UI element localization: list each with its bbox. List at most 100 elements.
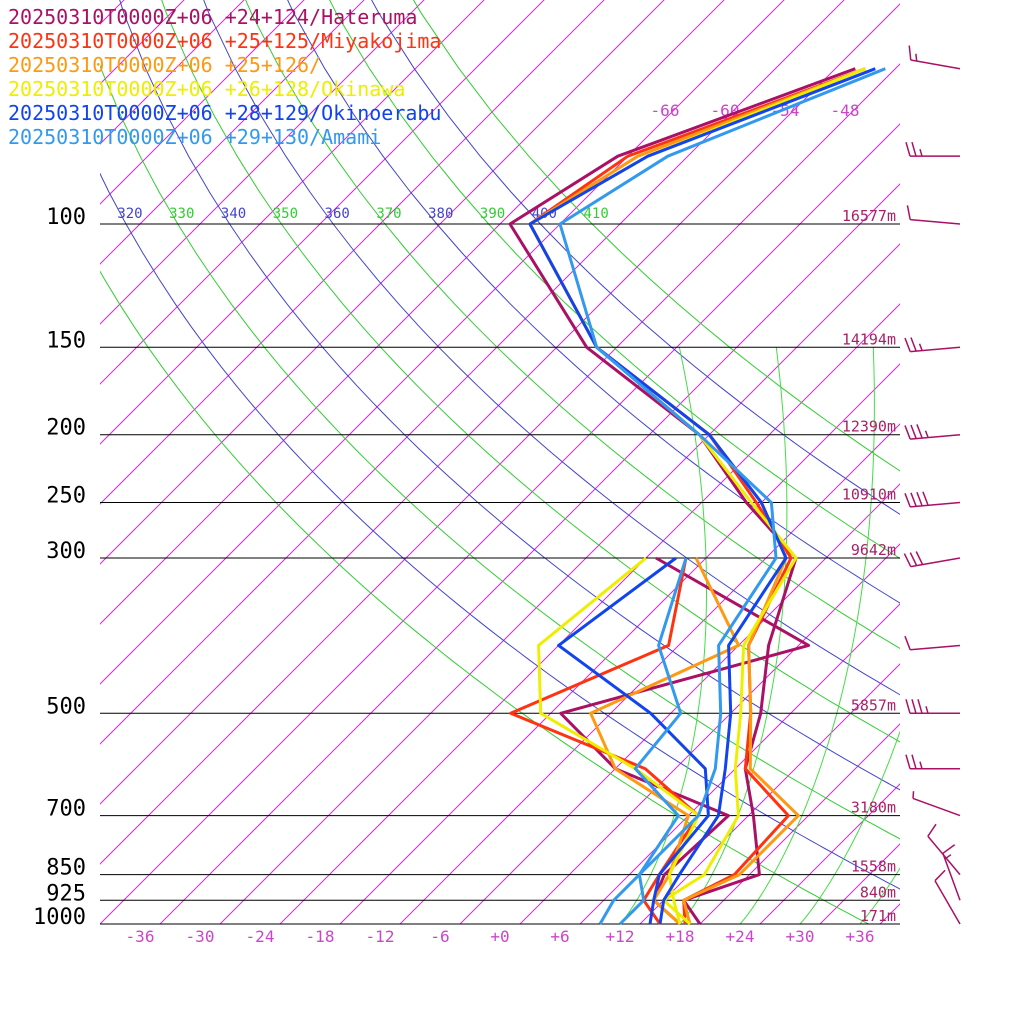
x-tick-label: +30 <box>786 927 815 946</box>
pressure-lines: 100 16577m 150 14194m 200 12390m 250 10910m 300 9… <box>33 205 900 930</box>
isotherm-line <box>879 903 900 924</box>
theta-label: 380 <box>428 206 453 222</box>
temperature-line-series-1 <box>508 67 856 925</box>
theta-label: 350 <box>273 206 298 222</box>
isotherm-line <box>100 0 725 625</box>
dry-adiabat-350 <box>161 0 900 743</box>
height-label: 12390m <box>842 418 896 436</box>
dry-adiabat-370 <box>245 0 900 650</box>
isotherm-grid <box>100 0 1024 924</box>
isotherm-line <box>1000 0 1024 924</box>
pressure-label: 850 <box>46 856 86 881</box>
wind-barb <box>904 491 961 508</box>
x-axis-ticks: -36 -30 -24 -18 -12 -6 +0 +6 +12 +18 +24 +30 +36 <box>126 927 875 946</box>
x-tick-label: +18 <box>666 927 695 946</box>
isotherm-line <box>100 0 605 505</box>
isotherm-line <box>100 0 245 145</box>
x-tick-label: -30 <box>186 927 215 946</box>
wind-barb <box>904 337 961 353</box>
isotherm-line <box>100 0 365 265</box>
pressure-label: 1000 <box>33 905 86 930</box>
legend-entry: 20250310T0000Z+06 +25+126/ <box>8 53 321 77</box>
isotherm-line <box>100 63 900 865</box>
dry-adiabat-410 <box>412 0 900 472</box>
legend-entry: 20250310T0000Z+06 +29+130/Amami <box>8 125 381 149</box>
x-tick-label: +12 <box>606 927 635 946</box>
wind-barb <box>942 844 961 901</box>
isotherm-line <box>459 483 900 924</box>
dry-adiabat-340 <box>119 0 900 791</box>
dry-adiabat-360 <box>203 0 900 696</box>
dewpoint-line-series-6 <box>598 557 688 925</box>
dewpoint-line-series-3 <box>589 557 741 926</box>
legend-entry: 20250310T0000Z+06 +28+129/Okinoerabu <box>8 101 441 125</box>
dry-adiabat-320 <box>100 172 900 890</box>
height-label: 16577m <box>842 207 896 225</box>
wind-barb <box>903 551 961 568</box>
pressure-label: 925 <box>46 881 86 906</box>
theta-label: 370 <box>376 206 401 222</box>
isotherm-line <box>399 423 900 924</box>
theta-labels: 320 330 340 350 360 370 380 390 400 410 <box>117 206 608 222</box>
x-tick-label: -24 <box>246 927 275 946</box>
isotherm-line <box>100 0 845 745</box>
wind-barb <box>904 424 961 440</box>
pressure-label: 700 <box>46 797 86 822</box>
isotherm-line <box>100 0 545 445</box>
moist-adiabat <box>859 867 900 924</box>
theta-label: 320 <box>117 206 142 222</box>
isotherm-line <box>279 303 900 924</box>
series-group <box>508 67 886 926</box>
isotherm-line <box>819 843 900 924</box>
height-label: 840m <box>860 883 896 901</box>
theta-label: 390 <box>480 206 505 222</box>
pressure-label: 150 <box>46 328 86 353</box>
temperature-line-series-4 <box>528 67 866 926</box>
moist-adiabat <box>739 347 875 924</box>
isotherm-line <box>159 183 900 924</box>
isotherm-line <box>940 0 1024 924</box>
legend-entry: 20250310T0000Z+06 +25+125/Miyakojima <box>8 29 441 53</box>
temperature-line-series-3 <box>528 67 866 925</box>
height-label: 5857m <box>851 696 896 714</box>
x-tick-label: -6 <box>430 927 449 946</box>
pressure-label: 200 <box>46 416 86 441</box>
theta-label: 340 <box>221 206 246 222</box>
isotherm-line <box>100 0 425 325</box>
height-label: 1558m <box>851 858 896 876</box>
isotherm-line <box>100 0 665 565</box>
isotherm-line <box>219 243 900 924</box>
legend-entry: 20250310T0000Z+06 +24+124/Hateruma <box>8 5 417 29</box>
isotherm-line <box>519 543 900 924</box>
wind-barb <box>905 699 960 715</box>
moist-adiabat <box>799 730 900 924</box>
upper-temp-label: -48 <box>831 101 860 120</box>
temperature-line-series-5 <box>528 67 876 925</box>
legend: 20250310T0000Z+06 +24+124/Hateruma202503… <box>8 5 441 149</box>
pressure-label: 100 <box>46 205 86 230</box>
upper-temp-label: -66 <box>651 101 680 120</box>
height-label: 14194m <box>842 330 896 348</box>
dewpoint-line-series-2 <box>509 557 700 925</box>
isotherm-line <box>100 0 485 385</box>
isotherm-line <box>339 363 900 924</box>
wind-barb <box>927 823 961 876</box>
x-tick-label: -18 <box>306 927 335 946</box>
dry-adiabat-310 <box>100 270 870 924</box>
legend-entry: 20250310T0000Z+06 +26+128/Okinawa <box>8 77 405 101</box>
x-tick-label: -12 <box>366 927 395 946</box>
height-label: 9642m <box>851 541 896 559</box>
pressure-label: 500 <box>46 694 86 719</box>
x-tick-label: +24 <box>726 927 755 946</box>
dry-adiabat-400 <box>371 0 900 515</box>
dry-adiabat-390 <box>329 0 900 559</box>
wind-barb <box>908 45 961 70</box>
wind-barbs <box>903 45 961 925</box>
temperature-line-series-2 <box>528 67 866 925</box>
height-label: 10910m <box>842 486 896 504</box>
theta-label: 330 <box>169 206 194 222</box>
isotherm-line <box>100 123 900 924</box>
moist-adiabat <box>619 347 707 924</box>
theta-label: 360 <box>325 206 350 222</box>
